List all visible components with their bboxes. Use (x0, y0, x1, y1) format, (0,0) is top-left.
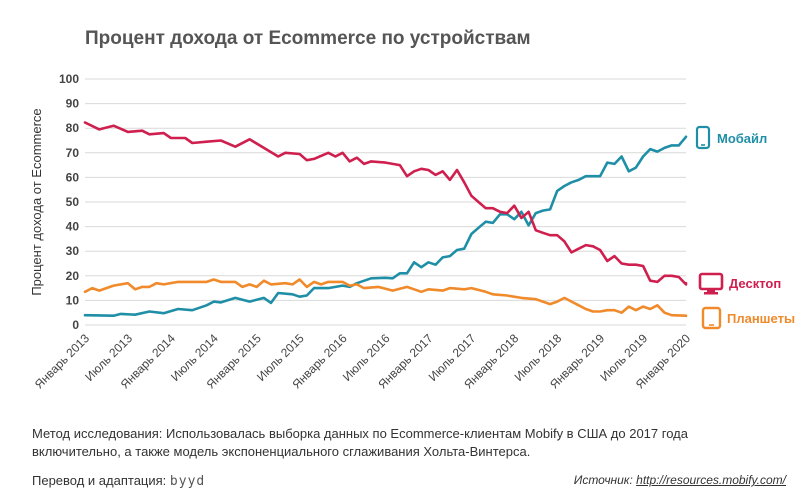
legend: Мобайл Десктоп Планшеты (695, 125, 795, 330)
x-tick-label: Январь 2013 (32, 331, 92, 391)
y-tick-label: 0 (72, 318, 79, 332)
y-tick-label: 10 (66, 293, 80, 307)
desktop-monitor-icon (698, 272, 724, 295)
chart-title: Процент дохода от Ecommerce по устройств… (85, 28, 531, 49)
smartphone-icon (695, 125, 711, 150)
tablet-icon (701, 306, 722, 330)
credit-label: Перевод и адаптация: (32, 473, 167, 488)
line-chart: 0 10 20 30 40 50 60 70 80 90 100 Процент дохода от … (29, 72, 795, 391)
legend-item-1: Десктоп (698, 272, 781, 295)
credit-brand-logo: byyd (169, 474, 206, 489)
y-tick-label: 100 (59, 72, 79, 86)
y-axis: 0 10 20 30 40 50 60 70 80 90 100 Процент дохода от … (29, 72, 79, 332)
legend-label: Десктоп (729, 276, 781, 291)
legend-item-0: Мобайл (695, 125, 767, 150)
series-line-1 (83, 121, 688, 286)
y-tick-label: 50 (66, 195, 80, 209)
y-axis-label: Процент дохода от Ecommerce (29, 108, 44, 295)
legend-label: Мобайл (717, 131, 767, 146)
y-tick-label: 30 (66, 244, 80, 258)
y-tick-label: 90 (66, 97, 80, 111)
source-label: Источник: (573, 473, 633, 487)
source: Источник: http://resources.mobify.com/ (574, 473, 786, 487)
series-lines (83, 121, 688, 318)
series-line-2 (83, 278, 688, 318)
y-tick-label: 20 (66, 269, 80, 283)
y-tick-label: 80 (66, 121, 80, 135)
legend-item-2: Планшеты (701, 306, 795, 330)
method-note: Метод исследования: Использовалась выбор… (32, 426, 688, 459)
credit: Перевод и адаптация: byyd (32, 473, 205, 489)
y-tick-label: 70 (66, 146, 80, 160)
y-tick-label: 40 (66, 220, 80, 234)
y-tick-label: 60 (66, 170, 80, 184)
legend-label: Планшеты (727, 311, 795, 326)
series-line-0 (83, 135, 688, 317)
source-link[interactable]: http://resources.mobify.com/ (636, 473, 786, 487)
